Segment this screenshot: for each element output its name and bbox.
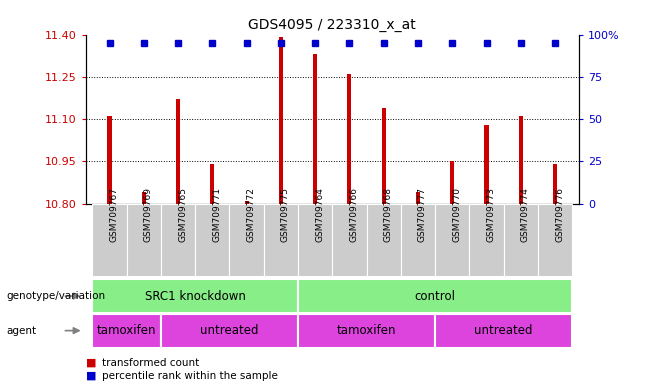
Bar — [92, 279, 298, 313]
Bar — [484, 125, 488, 204]
Text: GSM709770: GSM709770 — [452, 187, 461, 242]
Bar — [107, 116, 112, 204]
Bar — [416, 192, 420, 204]
Bar — [298, 279, 572, 313]
Text: untreated: untreated — [474, 324, 533, 337]
Bar — [92, 204, 126, 276]
Text: GSM709765: GSM709765 — [178, 187, 187, 242]
Bar — [435, 204, 469, 276]
Bar — [450, 161, 454, 204]
Bar — [92, 314, 161, 348]
Bar — [538, 204, 572, 276]
Text: GSM709773: GSM709773 — [486, 187, 495, 242]
Text: transformed count: transformed count — [102, 358, 199, 368]
Text: GSM709766: GSM709766 — [349, 187, 359, 242]
Text: GSM709769: GSM709769 — [144, 187, 153, 242]
Bar — [313, 54, 317, 204]
Bar — [161, 204, 195, 276]
Bar — [367, 204, 401, 276]
Bar — [245, 201, 249, 204]
Bar — [264, 204, 298, 276]
Text: GSM709774: GSM709774 — [520, 187, 530, 242]
Bar — [298, 204, 332, 276]
Text: tamoxifen: tamoxifen — [337, 324, 396, 337]
Text: GSM709768: GSM709768 — [384, 187, 393, 242]
Bar — [195, 204, 230, 276]
Bar — [211, 164, 215, 204]
Bar — [401, 204, 435, 276]
Bar — [553, 164, 557, 204]
Bar — [141, 192, 146, 204]
Bar — [503, 204, 538, 276]
Text: tamoxifen: tamoxifen — [97, 324, 157, 337]
Bar — [382, 108, 386, 204]
Text: GSM709771: GSM709771 — [213, 187, 221, 242]
Text: GSM709775: GSM709775 — [281, 187, 290, 242]
Bar — [161, 314, 298, 348]
Text: ■: ■ — [86, 371, 96, 381]
Text: GSM709777: GSM709777 — [418, 187, 427, 242]
Bar — [230, 204, 264, 276]
Text: genotype/variation: genotype/variation — [7, 291, 106, 301]
Bar — [126, 204, 161, 276]
Text: untreated: untreated — [200, 324, 259, 337]
Bar — [279, 37, 283, 204]
Bar — [469, 204, 503, 276]
Bar — [298, 314, 435, 348]
Bar — [519, 116, 523, 204]
Text: GSM709776: GSM709776 — [555, 187, 564, 242]
Text: GSM709772: GSM709772 — [247, 187, 255, 242]
Bar — [435, 314, 572, 348]
Bar — [347, 74, 351, 204]
Text: control: control — [415, 290, 455, 303]
Text: percentile rank within the sample: percentile rank within the sample — [102, 371, 278, 381]
Text: SRC1 knockdown: SRC1 knockdown — [145, 290, 245, 303]
Title: GDS4095 / 223310_x_at: GDS4095 / 223310_x_at — [249, 18, 416, 32]
Text: GSM709764: GSM709764 — [315, 187, 324, 242]
Bar — [176, 99, 180, 204]
Bar — [332, 204, 367, 276]
Text: agent: agent — [7, 326, 37, 336]
Text: ■: ■ — [86, 358, 96, 368]
Text: GSM709767: GSM709767 — [109, 187, 118, 242]
